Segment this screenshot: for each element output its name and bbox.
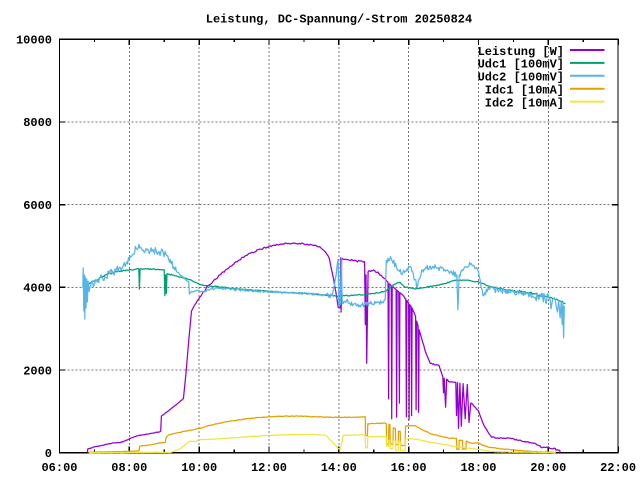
svg-text:Leistung, DC-Spannung/-Strom 2: Leistung, DC-Spannung/-Strom 20250824 xyxy=(206,12,472,26)
svg-text:Udc2 [100mV]: Udc2 [100mV] xyxy=(478,71,564,85)
svg-text:8000: 8000 xyxy=(23,116,52,130)
svg-text:06:00: 06:00 xyxy=(41,461,77,475)
svg-text:16:00: 16:00 xyxy=(391,461,427,475)
svg-text:Idc1 [10mA]: Idc1 [10mA] xyxy=(485,84,564,98)
svg-text:12:00: 12:00 xyxy=(251,461,287,475)
svg-text:14:00: 14:00 xyxy=(321,461,357,475)
svg-text:18:00: 18:00 xyxy=(460,461,496,475)
svg-text:Udc1 [100mV]: Udc1 [100mV] xyxy=(478,58,564,72)
svg-text:10:00: 10:00 xyxy=(181,461,217,475)
svg-text:Leistung [W]: Leistung [W] xyxy=(478,45,564,59)
svg-text:22:00: 22:00 xyxy=(600,461,636,475)
svg-text:4000: 4000 xyxy=(23,282,52,296)
svg-text:0: 0 xyxy=(45,447,52,461)
svg-text:20:00: 20:00 xyxy=(530,461,566,475)
svg-text:6000: 6000 xyxy=(23,199,52,213)
svg-text:Idc2 [10mA]: Idc2 [10mA] xyxy=(485,96,564,110)
svg-text:2000: 2000 xyxy=(23,364,52,378)
svg-text:10000: 10000 xyxy=(16,34,52,48)
svg-text:08:00: 08:00 xyxy=(111,461,147,475)
